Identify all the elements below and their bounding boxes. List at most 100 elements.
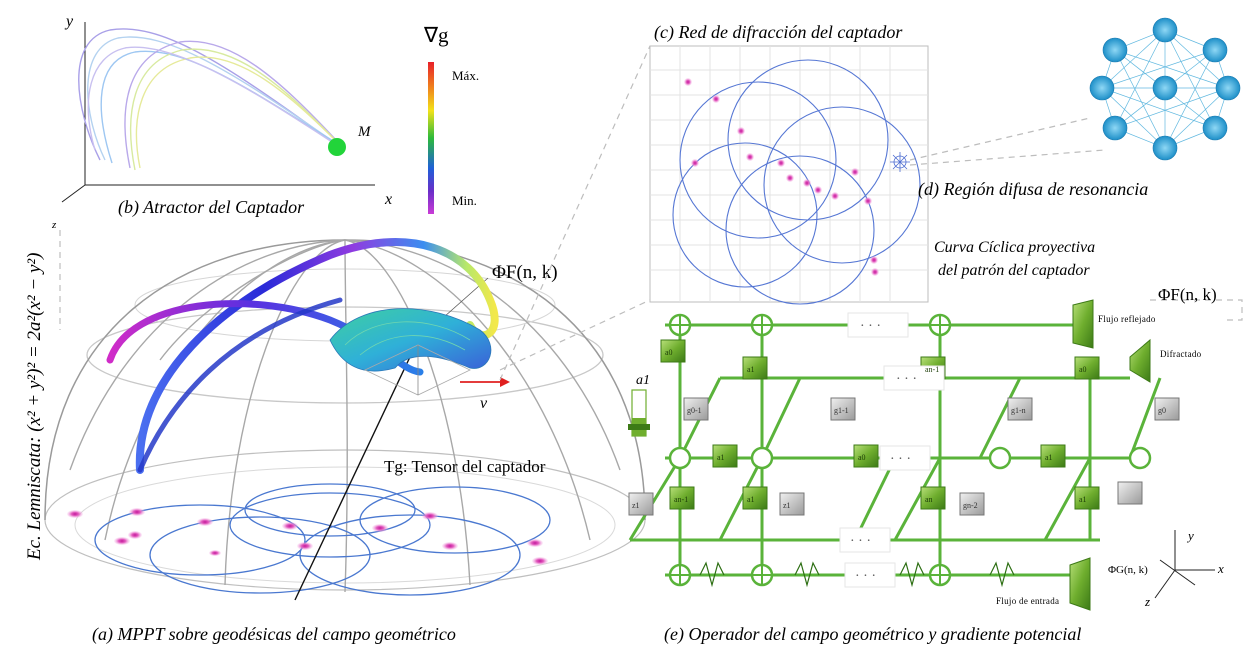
flujo-entrada-label: Flujo de entrada	[996, 596, 1059, 606]
block-gray	[959, 492, 985, 516]
green-block-label: a0	[1079, 365, 1087, 374]
green-block-label: an-1	[674, 495, 688, 504]
curve-label-2: del patrón del captador	[938, 262, 1090, 279]
resonance-network: (d) Región difusa de resonancia	[918, 17, 1241, 200]
block-green	[669, 486, 695, 510]
attractor-z-label: z	[51, 219, 57, 231]
port-reflected: Flujo reflejado	[1072, 299, 1156, 349]
difractado-label: Difractado	[1160, 349, 1202, 359]
operator-phi-label: ΦF(n, k)	[1158, 285, 1217, 304]
gray-block-label: g1-1	[834, 406, 849, 415]
green-block-label: an	[925, 495, 933, 504]
block-gray	[1154, 397, 1180, 421]
attractor-x-label: x	[384, 191, 392, 208]
caption-a: (a) MPPT sobre geodésicas del campo geom…	[92, 624, 456, 645]
colorbar: ∇g Máx. Min.	[423, 23, 479, 214]
block-green	[660, 339, 686, 363]
block-gray	[628, 492, 654, 516]
network-nodes	[1089, 17, 1241, 161]
curve-label-1: Curva Cíclica proyectiva	[934, 239, 1095, 256]
green-block-label: a0	[665, 348, 673, 357]
diffraction-panel: (c) Red de difracción del captador	[649, 22, 1095, 305]
block-green	[1040, 444, 1066, 468]
cyclic-curve	[672, 59, 921, 305]
block-gray	[683, 397, 709, 421]
diffraction-grid-lines	[650, 46, 928, 302]
saddle-surface	[329, 308, 492, 372]
springs	[699, 561, 1015, 588]
colorbar-title: ∇g	[423, 23, 449, 47]
block-gray	[779, 492, 805, 516]
geodesic-tube-outer	[135, 238, 499, 474]
block-gray	[830, 397, 856, 421]
caption-b: (b) Atractor del Captador	[118, 197, 305, 218]
gray-block-label: g0-1	[687, 406, 702, 415]
gray-block-label: g1-n	[1011, 406, 1026, 415]
green-block-label: a1	[1045, 453, 1053, 462]
ellipsis: · · ·	[890, 452, 911, 467]
phi-g-label: ΦG(n, k)	[1108, 564, 1148, 576]
green-blocks	[660, 339, 1100, 510]
block-green	[742, 356, 768, 380]
block-gray	[1007, 397, 1033, 421]
diffraction-dots	[684, 78, 879, 276]
block-green	[920, 486, 946, 510]
velocity-arrowhead	[500, 377, 510, 387]
ellipsis: · · ·	[850, 534, 871, 549]
axis-y: y	[1186, 528, 1194, 543]
block-green	[853, 444, 879, 468]
dome-phi-label: ΦF(n, k)	[492, 262, 558, 283]
caption-c: (c) Red de difracción del captador	[654, 22, 903, 43]
saddle-mesh	[344, 321, 471, 356]
block-green	[1074, 356, 1100, 380]
ellipsis: · · ·	[855, 569, 876, 584]
colorbar-max: Máx.	[452, 68, 479, 83]
geodesic-tube-cross	[137, 297, 343, 473]
attractor-z-axis	[61, 184, 86, 203]
colorbar-gradient	[428, 62, 434, 214]
green-block-label: a0	[858, 453, 866, 462]
summation-crosses	[670, 315, 950, 585]
green-block-label: a1	[747, 365, 755, 374]
axis-z: z	[1144, 594, 1150, 609]
flujo-reflejado-label: Flujo reflejado	[1098, 314, 1156, 324]
velocity-label: v	[480, 395, 488, 412]
gray-block-label: z1	[783, 501, 791, 510]
dome-meridians	[69, 239, 621, 593]
axis-x: x	[1217, 561, 1224, 576]
tensor-line	[294, 339, 419, 601]
floor-resonance-dots	[67, 508, 548, 565]
green-block-label: a1	[747, 495, 755, 504]
dome-base	[44, 449, 646, 591]
port-diffracted: Difractado	[1129, 338, 1202, 383]
network-edges	[1101, 29, 1229, 149]
attractor-point-M	[328, 138, 346, 156]
port-input: Flujo de entrada ΦG(n, k)	[996, 557, 1148, 611]
ellipsis: · · ·	[860, 319, 881, 334]
operator-panel: ΦF(n, k)	[628, 285, 1224, 645]
lemniscate-equation: Ec. Lemniscata: (x² + y²)² = 2a²(x² − y²…	[24, 253, 45, 561]
block-green	[1074, 486, 1100, 510]
ellipsis: · · ·	[896, 372, 917, 387]
colorbar-min: Min.	[452, 193, 477, 208]
caption-e: (e) Operador del campo geométrico y grad…	[664, 624, 1081, 645]
resonance-cone	[364, 344, 471, 396]
tensor-label: Tg: Tensor del captador	[384, 457, 546, 476]
floor-circles	[94, 483, 551, 596]
ellipsis-boxes: · · · · · · · · · · · · · · ·	[839, 312, 945, 588]
gray-blocks	[628, 397, 1180, 516]
block-green	[712, 444, 738, 468]
a1-slider: a1	[628, 373, 650, 437]
connector-lines	[59, 45, 1243, 381]
dome-panel: v ΦF(n, k) Tg: Tensor del captador (a) M…	[44, 238, 646, 645]
resonance-star	[890, 152, 910, 172]
green-block-label: a1	[717, 453, 725, 462]
gray-block-label: z1	[632, 501, 640, 510]
attractor-y-label: y	[64, 13, 74, 30]
diffraction-grid-frame	[649, 45, 929, 303]
gray-block-label: g0	[1158, 406, 1166, 415]
gray-block-label: gn-2	[963, 501, 978, 510]
caption-d: (d) Región difusa de resonancia	[918, 179, 1148, 200]
block-gray	[1117, 481, 1143, 505]
